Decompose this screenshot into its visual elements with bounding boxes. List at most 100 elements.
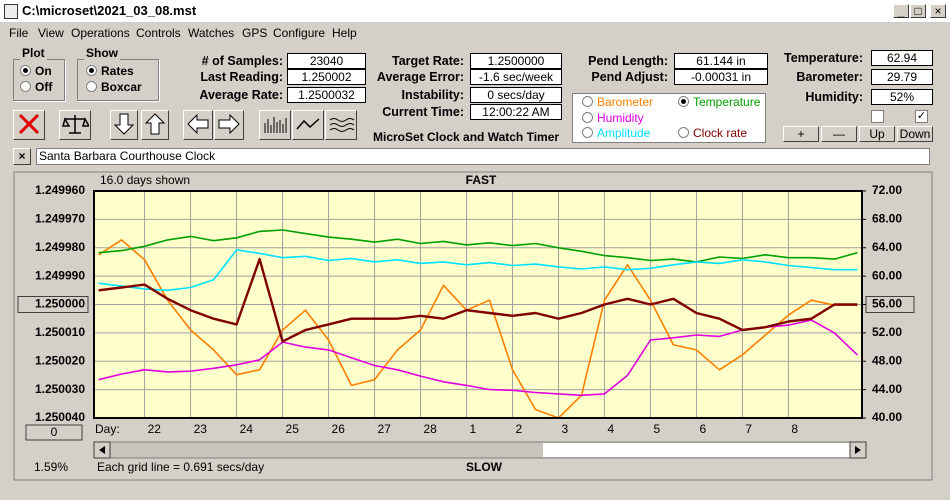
y2-tick-label: 72.00: [872, 183, 902, 197]
series-line: [98, 229, 858, 263]
balance-button[interactable]: [59, 110, 91, 140]
field-label: Target Rate:: [391, 54, 464, 68]
bars-view-button[interactable]: [259, 110, 291, 140]
menu-item[interactable]: Operations: [71, 26, 130, 40]
legend-label: Amplitude: [597, 126, 651, 140]
field-value: 0 secs/day: [470, 87, 562, 103]
span-note: 16.0 days shown: [100, 173, 190, 187]
legend-label: Humidity: [597, 111, 644, 125]
field-value: 52%: [871, 89, 933, 105]
plot-border: [93, 190, 863, 419]
radio-option[interactable]: Boxcar: [86, 80, 142, 94]
field-label: Instability:: [401, 88, 464, 102]
status-left: 1.59%: [34, 460, 68, 474]
field-value: 12:00:22 AM: [470, 104, 562, 120]
app-icon: [4, 4, 18, 19]
menu-item[interactable]: GPS: [242, 26, 268, 40]
menu-item[interactable]: Controls: [136, 26, 181, 40]
x-tick-label: 28: [424, 422, 438, 436]
arrow-icon: [99, 446, 105, 454]
stop-button[interactable]: [13, 110, 45, 140]
menu-item[interactable]: Watches: [188, 26, 235, 40]
adjust-button[interactable]: —: [821, 126, 857, 142]
x-tick-label: 25: [286, 422, 300, 436]
x-tick-label: 8: [791, 422, 798, 436]
icon: [218, 113, 240, 135]
field-label: Pend Adjust:: [591, 70, 668, 84]
left-button[interactable]: [183, 110, 213, 140]
radio-option[interactable]: Off: [20, 80, 52, 94]
y-tick-label: 1.250000: [35, 297, 85, 311]
adjust-button[interactable]: +: [783, 126, 819, 142]
field-value: 23040: [287, 53, 366, 69]
legend-entry[interactable]: Temperature: [678, 95, 760, 109]
up-button[interactable]: [141, 110, 169, 140]
clock-name[interactable]: Santa Barbara Courthouse Clock: [36, 148, 930, 165]
clear-button[interactable]: ×: [13, 148, 31, 165]
checkbox[interactable]: ✓: [915, 110, 928, 123]
x-tick-label: 6: [699, 422, 706, 436]
down-button[interactable]: [110, 110, 138, 140]
field-value: 1.2500000: [470, 53, 562, 69]
right-button[interactable]: [214, 110, 244, 140]
x-tick-label: 4: [607, 422, 614, 436]
grid-note: Each grid line = 0.691 secs/day: [97, 460, 264, 474]
field-value: 62.94: [871, 50, 933, 66]
menu-item[interactable]: Configure: [273, 26, 326, 40]
tick-button: [17, 296, 89, 313]
radio-dot: [678, 127, 689, 138]
arrow-icon: [855, 446, 861, 454]
icon: [329, 118, 355, 132]
maximize-button[interactable]: □: [910, 4, 926, 18]
scroll-track: [543, 443, 850, 457]
legend-entry[interactable]: Clock rate: [678, 126, 747, 140]
option-label: Off: [35, 80, 53, 94]
option-label: On: [35, 64, 52, 78]
field-label: Average Error:: [376, 70, 464, 84]
legend-entry[interactable]: Amplitude: [582, 126, 650, 140]
x-tick-label: 1: [470, 422, 477, 436]
field-label: Last Reading:: [200, 70, 283, 84]
group-title: Plot: [20, 46, 47, 60]
zero-button[interactable]: [25, 424, 83, 441]
radio-option[interactable]: Rates: [86, 64, 134, 78]
y2-tick-label: 64.00: [872, 240, 902, 254]
menu-item[interactable]: Help: [332, 26, 357, 40]
series-line: [98, 257, 858, 343]
legend-entry[interactable]: Barometer: [582, 95, 653, 109]
y-tick-label: 1.249960: [35, 183, 85, 197]
x-tick-label: 5: [653, 422, 660, 436]
menu-item[interactable]: View: [38, 26, 64, 40]
radio-option[interactable]: On: [20, 64, 52, 78]
x-tick-label: 2: [515, 422, 522, 436]
minimize-button[interactable]: _: [893, 4, 909, 18]
y-tick-label: 1.250040: [35, 410, 85, 424]
bottom-label: SLOW: [466, 460, 503, 474]
checkbox[interactable]: [871, 110, 884, 123]
x-tick-label: 23: [194, 422, 208, 436]
menu-item[interactable]: File: [9, 26, 29, 40]
wave-view-button[interactable]: [325, 110, 357, 140]
legend-entry[interactable]: Humidity: [582, 111, 644, 125]
icon: [264, 117, 287, 133]
field-label: Average Rate:: [199, 88, 283, 102]
close-button[interactable]: ×: [930, 4, 946, 18]
field-label: Temperature:: [784, 51, 863, 65]
series-line: [98, 239, 858, 419]
x-tick-label: 26: [332, 422, 346, 436]
icon: [187, 113, 209, 135]
option-label: Boxcar: [101, 80, 142, 94]
icon: [62, 115, 91, 134]
field-value: 61.144 in: [674, 53, 768, 69]
adjust-button[interactable]: Down: [897, 126, 933, 142]
y-tick-label: 1.249980: [35, 240, 85, 254]
line-view-button[interactable]: [292, 110, 324, 140]
window-title: C:\microset\2021_03_08.mst: [22, 3, 197, 18]
y-tick-label: 1.249990: [35, 268, 85, 282]
y-tick-label: 1.250010: [35, 325, 85, 339]
x-tick-label: 7: [745, 422, 752, 436]
icon: [113, 113, 135, 135]
adjust-button[interactable]: Up: [859, 126, 895, 142]
